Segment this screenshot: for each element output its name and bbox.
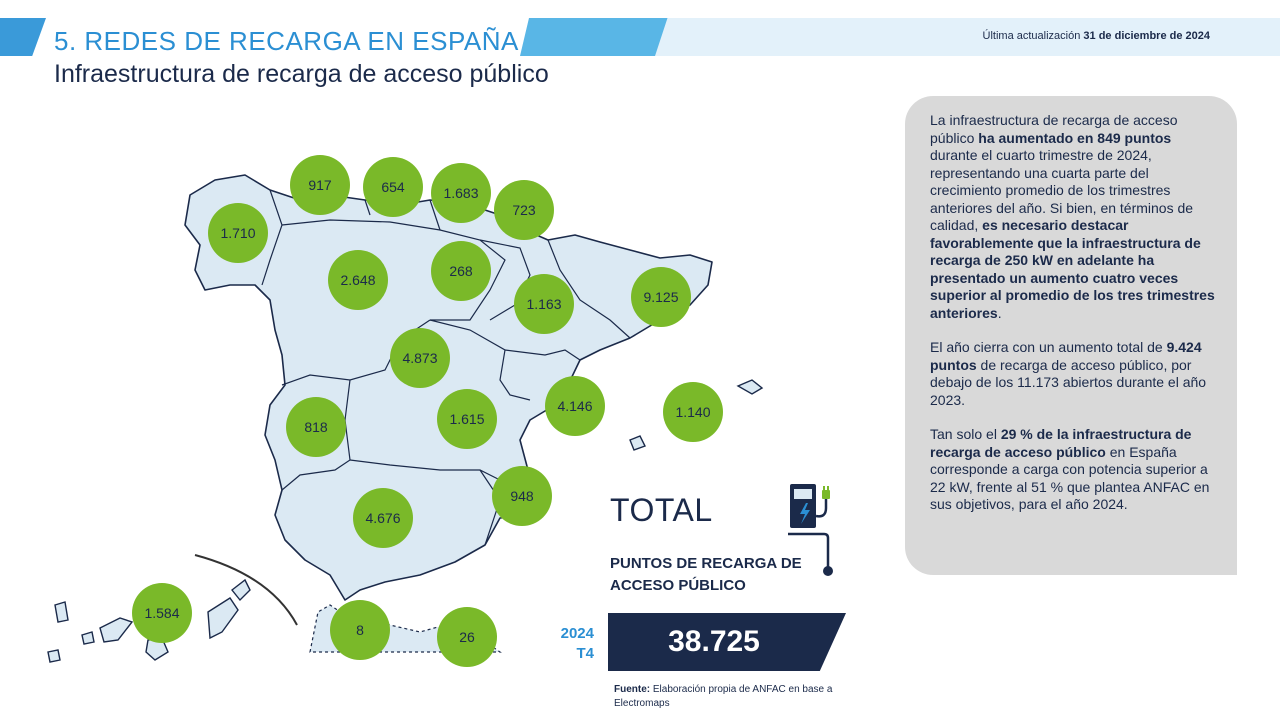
bubble-asturias: 917 xyxy=(290,155,350,215)
source-note: Fuente: Elaboración propia de ANFAC en b… xyxy=(614,683,834,711)
last-update-date: 31 de diciembre de 2024 xyxy=(1083,30,1210,42)
info-p3-text-a: Tan solo el xyxy=(930,426,1001,442)
total-value: 38.725 xyxy=(668,625,760,658)
info-text: La infraestructura de recarga de acceso … xyxy=(930,112,1220,531)
canarias-divider xyxy=(194,554,298,626)
canarias-islands xyxy=(47,578,251,663)
info-paragraph-1: La infraestructura de recarga de acceso … xyxy=(930,112,1220,322)
bubble-comunidad-valenciana: 4.146 xyxy=(545,376,605,436)
bubble-cantabria: 654 xyxy=(363,157,423,217)
total-label: TOTAL xyxy=(610,492,713,528)
period-label: 2024 T4 xyxy=(548,624,594,664)
info-p1-bold-d: es necesario destacar favorablemente que… xyxy=(930,217,1215,321)
info-paragraph-3: Tan solo el 29 % de la infraestructura d… xyxy=(930,426,1220,514)
bubble-la-rioja: 268 xyxy=(431,241,491,301)
bubble-aragon: 1.163 xyxy=(514,274,574,334)
header-accent-right xyxy=(655,18,1280,56)
bubble-andalucia: 4.676 xyxy=(353,488,413,548)
header-accent-mid xyxy=(520,18,670,56)
info-p1-text-e: . xyxy=(997,304,1002,321)
bubble-galicia: 1.710 xyxy=(208,203,268,263)
bubble-murcia: 948 xyxy=(492,466,552,526)
bubble-baleares: 1.140 xyxy=(663,382,723,442)
section-title: 5. REDES DE RECARGA EN ESPAÑA xyxy=(54,26,519,56)
bubble-castilla-la-mancha: 1.615 xyxy=(437,389,497,449)
header-accent-left xyxy=(0,18,46,56)
bubble-madrid: 4.873 xyxy=(390,328,450,388)
page-subtitle: Infraestructura de recarga de acceso púb… xyxy=(54,60,549,88)
charging-station-icon xyxy=(788,484,833,576)
total-subtitle: PUNTOS DE RECARGA DE ACCESO PÚBLICO xyxy=(610,555,802,594)
info-p3-bold-b: 29 % de la infraestructura de recarga de… xyxy=(930,426,1192,460)
bubble-melilla: 26 xyxy=(437,607,497,667)
bubble-canarias: 1.584 xyxy=(132,583,192,643)
last-update-label: Última actualización xyxy=(982,30,1081,42)
period-year: 2024 xyxy=(560,625,594,642)
source-text: Elaboración propia de ANFAC en base a El… xyxy=(614,684,833,709)
last-update: Última actualización 31 de diciembre de … xyxy=(983,30,1210,42)
info-panel xyxy=(905,96,1237,575)
info-p2-text-a: El año cierra con un aumento total de xyxy=(930,339,1167,355)
info-p1-bold-b: ha aumentado en 849 puntos xyxy=(978,129,1172,146)
bubble-extremadura: 818 xyxy=(286,397,346,457)
info-p1-text-c: durante el cuarto trimestre de 2024, rep… xyxy=(930,147,1194,233)
header-band xyxy=(0,18,1280,56)
info-p1-text-a: La infraestructura de recarga de acceso … xyxy=(930,112,1178,146)
bubble-castilla-leon: 2.648 xyxy=(328,250,388,310)
bubble-cataluna: 9.125 xyxy=(631,267,691,327)
info-paragraph-2: El año cierra con un aumento total de 9.… xyxy=(930,339,1220,409)
info-p2-bold-b: 9.424 puntos xyxy=(930,339,1202,373)
bubble-ceuta: 8 xyxy=(330,600,390,660)
source-label: Fuente: xyxy=(614,684,651,695)
bubble-navarra: 723 xyxy=(494,180,554,240)
info-p3-text-c: en España corresponde a carga con potenc… xyxy=(930,443,1210,513)
period-quarter: T4 xyxy=(576,645,594,662)
total-box xyxy=(608,613,846,671)
info-p2-text-c: de recarga de acceso público, por debajo… xyxy=(930,356,1207,408)
bubble-pais-vasco: 1.683 xyxy=(431,163,491,223)
